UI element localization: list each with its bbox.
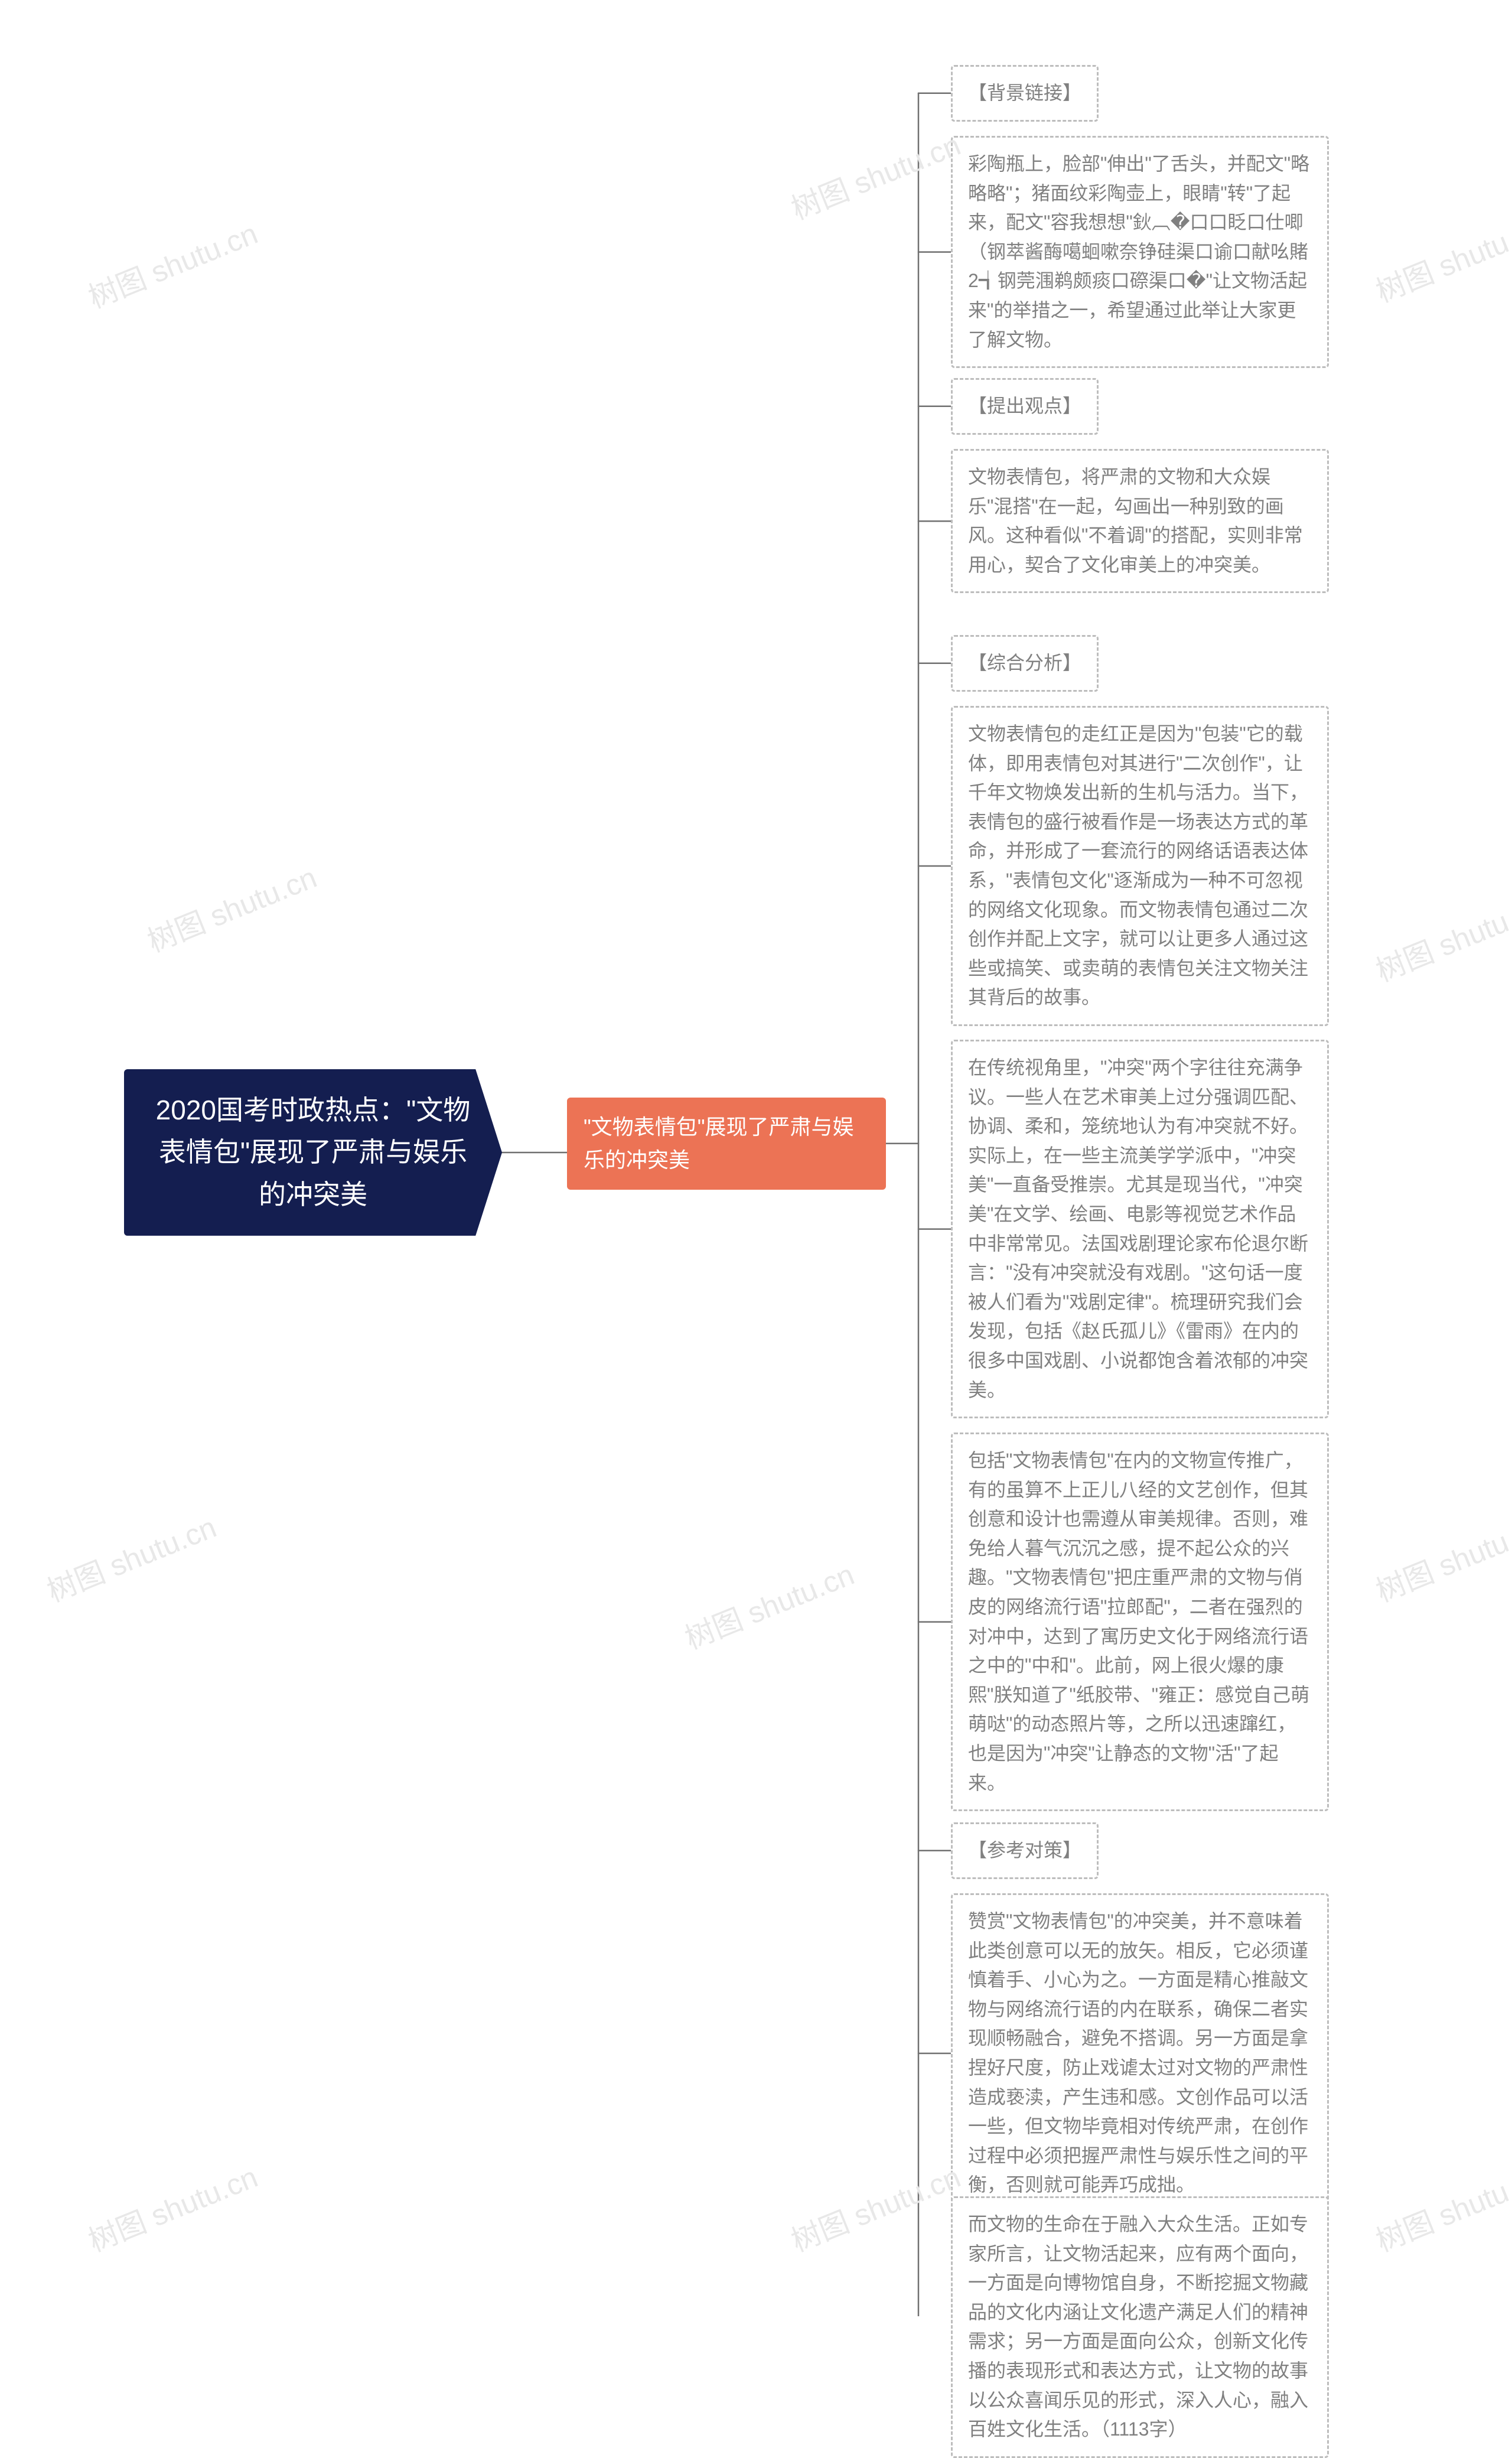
- watermark: 树图 shutu.cn: [82, 2154, 263, 2260]
- leaf-text: 包括"文物表情包"在内的文物宣传推广，有的虽算不上正儿八经的文艺创作，但其创意和…: [968, 1450, 1309, 1793]
- leaf-node-p7[interactable]: 而文物的生命在于融入大众生活。正如专家所言，让文物活起来，应有两个面向，一方面是…: [951, 2196, 1329, 2458]
- leaf-text: 【背景链接】: [968, 82, 1081, 103]
- watermark: 树图 shutu.cn: [784, 122, 966, 228]
- leaf-text: 在传统视角里，"冲突"两个字往往充满争议。一些人在艺术审美上过分强调匹配、协调、…: [968, 1057, 1308, 1401]
- leaf-node-p3[interactable]: 文物表情包的走红正是因为"包装"它的载体，即用表情包对其进行"二次创作"，让千年…: [951, 706, 1329, 1026]
- leaf-node-h2[interactable]: 【提出观点】: [951, 378, 1099, 435]
- leaf-text: 而文物的生命在于融入大众生活。正如专家所言，让文物活起来，应有两个面向，一方面是…: [968, 2213, 1308, 2440]
- watermark: 树图 shutu.cn: [1369, 884, 1512, 990]
- leaf-node-h1[interactable]: 【背景链接】: [951, 65, 1099, 122]
- leaf-text: 【提出观点】: [968, 395, 1081, 416]
- watermark: 树图 shutu.cn: [1369, 2154, 1512, 2260]
- watermark: 树图 shutu.cn: [82, 210, 263, 317]
- watermark: 树图 shutu.cn: [1369, 204, 1512, 311]
- watermark: 树图 shutu.cn: [40, 1504, 222, 1610]
- root-node-text: 2020国考时政热点："文物表情包"展现了严肃与娱乐的冲突美: [156, 1095, 471, 1210]
- leaf-node-p1[interactable]: 彩陶瓶上，脸部"伸出"了舌头，并配文"略略略"；猪面纹彩陶壶上，眼睛"转"了起来…: [951, 136, 1329, 368]
- leaf-text: 彩陶瓶上，脸部"伸出"了舌头，并配文"略略略"；猪面纹彩陶壶上，眼睛"转"了起来…: [968, 153, 1309, 350]
- leaf-text: 文物表情包，将严肃的文物和大众娱乐"混搭"在一起，勾画出一种别致的画风。这种看似…: [968, 466, 1303, 575]
- leaf-text: 【综合分析】: [968, 652, 1081, 673]
- leaf-node-p6[interactable]: 赞赏"文物表情包"的冲突美，并不意味着此类创意可以无的放矢。相反，它必须谨慎着手…: [951, 1893, 1329, 2213]
- sub-node-text: "文物表情包"展现了严肃与娱乐的冲突美: [584, 1115, 854, 1172]
- sub-node[interactable]: "文物表情包"展现了严肃与娱乐的冲突美: [567, 1098, 886, 1190]
- watermark: 树图 shutu.cn: [784, 2154, 966, 2260]
- root-node[interactable]: 2020国考时政热点："文物表情包"展现了严肃与娱乐的冲突美: [124, 1069, 502, 1236]
- leaf-text: 赞赏"文物表情包"的冲突美，并不意味着此类创意可以无的放矢。相反，它必须谨慎着手…: [968, 1910, 1308, 2195]
- watermark: 树图 shutu.cn: [1369, 1504, 1512, 1610]
- leaf-text: 文物表情包的走红正是因为"包装"它的载体，即用表情包对其进行"二次创作"，让千年…: [968, 723, 1308, 1008]
- leaf-node-p5[interactable]: 包括"文物表情包"在内的文物宣传推广，有的虽算不上正儿八经的文艺创作，但其创意和…: [951, 1433, 1329, 1811]
- leaf-node-p4[interactable]: 在传统视角里，"冲突"两个字往往充满争议。一些人在艺术审美上过分强调匹配、协调、…: [951, 1040, 1329, 1418]
- watermark: 树图 shutu.cn: [678, 1551, 860, 1658]
- leaf-node-h3[interactable]: 【综合分析】: [951, 635, 1099, 692]
- watermark: 树图 shutu.cn: [141, 854, 322, 961]
- leaf-node-h4[interactable]: 【参考对策】: [951, 1822, 1099, 1879]
- leaf-text: 【参考对策】: [968, 1840, 1081, 1861]
- mindmap-canvas: 2020国考时政热点："文物表情包"展现了严肃与娱乐的冲突美 "文物表情包"展现…: [0, 0, 1512, 2316]
- leaf-node-p2[interactable]: 文物表情包，将严肃的文物和大众娱乐"混搭"在一起，勾画出一种别致的画风。这种看似…: [951, 449, 1329, 593]
